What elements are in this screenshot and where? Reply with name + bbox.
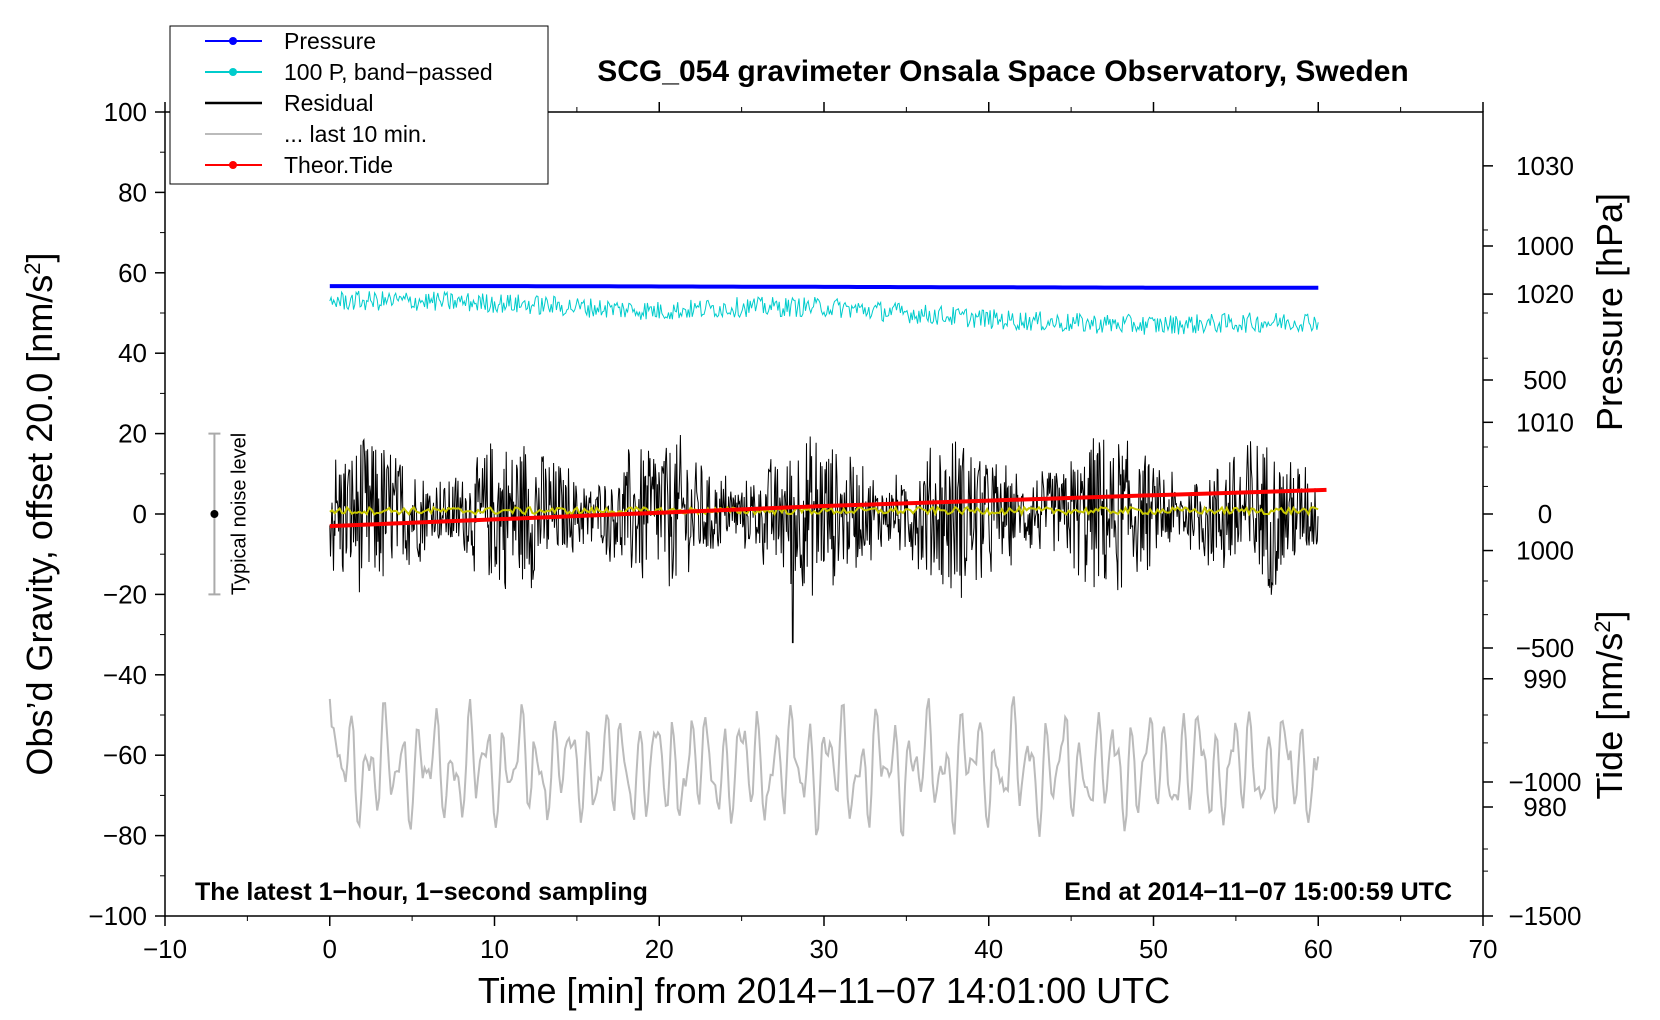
y-tick-label: −60 bbox=[103, 740, 147, 770]
pressure-axis-label: Pressure [hPa] bbox=[1589, 193, 1630, 431]
y-tick-label: 40 bbox=[118, 338, 147, 368]
pressure-tick-label: 1000 bbox=[1516, 536, 1574, 566]
tide-axis-label-sup: 2 bbox=[1590, 621, 1615, 633]
legend-marker bbox=[229, 68, 237, 76]
x-tick-label: 60 bbox=[1304, 934, 1333, 964]
tide-tick-label: −1000 bbox=[1508, 767, 1581, 797]
legend-label: ... last 10 min. bbox=[284, 121, 427, 147]
x-tick-label: 70 bbox=[1469, 934, 1498, 964]
y-axis-label-left: Obs’d Gravity, offset 20.0 [nm/s2] bbox=[19, 252, 60, 775]
tide-tick-label: 1000 bbox=[1516, 231, 1574, 261]
series-last-10-min-line bbox=[328, 696, 1320, 837]
y-tick-label: −80 bbox=[103, 821, 147, 851]
x-axis-label: Time [min] from 2014−11−07 14:01:00 UTC bbox=[478, 970, 1170, 1011]
y-tick-label: −40 bbox=[103, 660, 147, 690]
y-tick-label: 20 bbox=[118, 419, 147, 449]
pressure-tick-label: 1020 bbox=[1516, 279, 1574, 309]
legend-marker bbox=[229, 161, 237, 169]
legend-box bbox=[169, 25, 549, 185]
y-axis-label-left-sup: 2 bbox=[20, 262, 45, 274]
pressure-tick-label: 980 bbox=[1523, 792, 1566, 822]
noise-level-indicator: Typical noise level bbox=[208, 432, 250, 596]
x-tick-label: 20 bbox=[645, 934, 674, 964]
y-tick-label: 60 bbox=[118, 258, 147, 288]
x-tick-label: 0 bbox=[323, 934, 337, 964]
x-tick-label: 10 bbox=[480, 934, 509, 964]
noise-level-dot bbox=[210, 510, 219, 518]
y-axis-ticks: −100 −80 −60 −40 −20 0 20 40 60 80 100 bbox=[88, 97, 165, 931]
x-tick-label: −10 bbox=[143, 934, 187, 964]
series-residual-smoothed-line bbox=[329, 504, 1319, 517]
y-axis-label-left-close: ] bbox=[19, 252, 60, 262]
series-theor-tide-line bbox=[329, 487, 1327, 529]
x-axis-ticks: −10 0 10 20 30 40 50 60 70 bbox=[143, 102, 1498, 964]
series-layer bbox=[328, 284, 1327, 837]
y-tick-label: −20 bbox=[103, 579, 147, 609]
y-tick-label: 0 bbox=[133, 499, 147, 529]
tide-axis-label-close: ] bbox=[1589, 611, 1630, 621]
y-tick-label: 100 bbox=[104, 97, 147, 127]
legend-label: Residual bbox=[284, 90, 374, 116]
series-pressure-line bbox=[329, 284, 1319, 290]
x-tick-label: 30 bbox=[810, 934, 839, 964]
x-tick-label: 50 bbox=[1139, 934, 1168, 964]
noise-level-label: Typical noise level bbox=[228, 433, 250, 595]
y-axis-label-left-text: Obs’d Gravity, offset 20.0 [nm/s bbox=[19, 275, 60, 776]
legend-label: Theor.Tide bbox=[284, 152, 393, 178]
pressure-axis-ticks: 980 990 1000 1010 1020 1030 bbox=[1483, 151, 1574, 872]
tide-tick-label: −500 bbox=[1516, 633, 1575, 663]
tide-tick-label: 500 bbox=[1523, 365, 1566, 395]
tide-axis-ticks: −1500 −1000 −500 0 500 1000 bbox=[1483, 231, 1582, 931]
pressure-tick-label: 1010 bbox=[1516, 407, 1574, 437]
legend: Pressure 100 P, band−passed Residual ... la… bbox=[169, 25, 549, 185]
tide-axis-label-text: Tide [nm/s bbox=[1589, 633, 1630, 800]
legend-label: Pressure bbox=[284, 28, 376, 54]
y-tick-label: −100 bbox=[88, 901, 147, 931]
sampling-note: The latest 1−hour, 1−second sampling bbox=[195, 878, 648, 906]
end-time-note: End at 2014−11−07 15:00:59 UTC bbox=[1064, 878, 1452, 906]
pressure-tick-label: 990 bbox=[1523, 664, 1566, 694]
tide-tick-label: −1500 bbox=[1508, 901, 1581, 931]
tide-axis-label: Tide [nm/s2] bbox=[1589, 611, 1630, 800]
series-band-passed-line bbox=[329, 290, 1319, 335]
tide-tick-label: 0 bbox=[1538, 499, 1552, 529]
legend-items: Pressure 100 P, band−passed Residual ... la… bbox=[205, 28, 493, 178]
legend-marker bbox=[229, 37, 237, 45]
chart-title: SCG_054 gravimeter Onsala Space Observat… bbox=[597, 55, 1409, 88]
x-tick-label: 40 bbox=[974, 934, 1003, 964]
series-residual-line bbox=[329, 434, 1319, 644]
pressure-tick-label: 1030 bbox=[1516, 151, 1574, 181]
legend-label: 100 P, band−passed bbox=[284, 59, 493, 85]
y-tick-label: 80 bbox=[118, 177, 147, 207]
